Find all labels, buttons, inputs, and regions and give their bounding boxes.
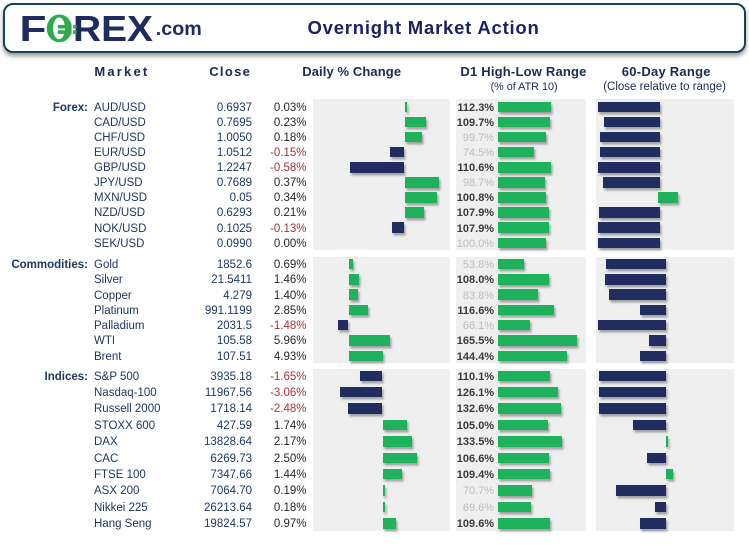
svg-text:.com: .com bbox=[156, 19, 202, 40]
svg-text:F: F bbox=[20, 8, 47, 46]
svg-text:REX: REX bbox=[73, 8, 153, 46]
